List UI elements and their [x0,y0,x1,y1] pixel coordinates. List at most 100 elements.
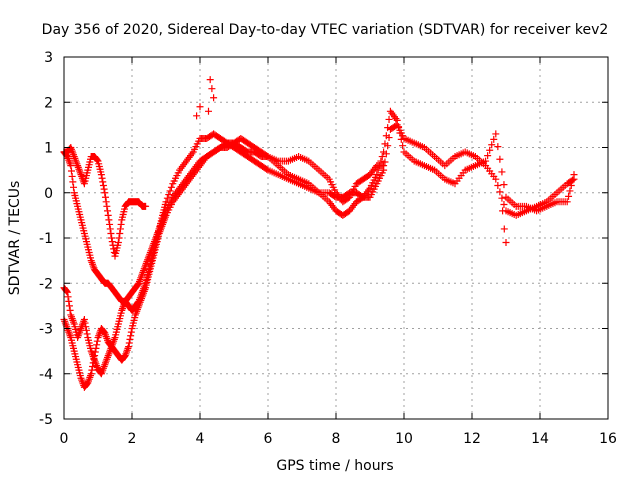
x-tick-label: 12 [463,431,481,447]
data-point [380,166,388,174]
data-point [499,207,507,215]
data-point [63,288,71,296]
data-point [104,211,112,219]
data-point-fill [92,344,100,352]
data-point-fill [93,156,101,164]
data-point-fill [385,115,393,123]
data-point [67,162,75,170]
data-point [373,171,381,179]
data-point-fill [116,229,124,237]
data-point-fill [99,182,107,190]
data-point [80,315,88,323]
data-point-fill [163,194,171,202]
y-axis-title: SDTVAR / TECUs [7,181,23,296]
data-point-fill [498,168,506,176]
data-point-fill [385,134,393,142]
data-point-fill [376,162,384,170]
data-point [492,130,500,138]
data-point [193,112,201,120]
data-point-fill [69,178,77,186]
data-point-fill [98,174,106,182]
data-point [206,76,214,84]
data-point [162,198,170,206]
data-point-fill [399,142,407,150]
series-track-3 [60,121,578,314]
x-tick-label: 6 [264,431,273,447]
data-point [101,189,109,197]
y-tick-label: -4 [39,367,53,383]
data-point-fill [107,229,115,237]
x-tick-label: 10 [395,431,413,447]
data-point-fill [382,150,390,158]
data-point-fill [90,355,98,363]
data-point-fill [68,172,76,180]
data-point-fill [569,176,577,184]
data-point [570,175,578,183]
data-point-fill [500,201,508,209]
data-point-fill [104,207,112,215]
data-point-fill [88,366,96,374]
data-point-fill [115,234,123,242]
y-tick-label: 0 [44,186,53,202]
data-point-fill [381,158,389,166]
data-point-fill [488,141,496,149]
data-point-fill [484,152,492,160]
x-tick-label: 14 [531,431,549,447]
data-point-fill [117,220,125,228]
data-point [91,352,99,360]
chart-title: Day 356 of 2020, Sidereal Day-to-day VTE… [42,22,609,38]
data-point-fill [494,143,502,151]
data-point-fill [377,157,385,165]
series-track-4 [60,144,150,260]
data-point-fill [486,146,494,154]
data-point-fill [101,193,109,201]
data-marks [60,76,578,391]
data-point-fill [108,238,116,246]
data-point-fill [89,359,97,367]
data-point-fill [500,181,508,189]
data-point-fill [498,194,506,202]
data-point-fill [66,306,74,314]
x-axis-title: GPS time / hours [276,458,393,474]
data-point-fill [100,185,108,193]
data-point [492,175,500,183]
data-point-fill [82,323,90,331]
data-point-fill [65,302,73,310]
y-tick-label: 3 [44,50,53,66]
y-tick-label: 2 [44,95,53,111]
data-point-fill [496,188,504,196]
data-point [196,103,204,111]
data-point-fill [127,332,135,340]
data-point [500,225,508,233]
data-point-fill [167,183,175,191]
data-point-fill [126,335,134,343]
data-point-fill [566,187,574,195]
data-point-fill [81,319,89,327]
data-point [208,85,216,93]
data-point-fill [93,341,101,349]
data-point-fill [166,187,174,195]
data-point [502,239,510,247]
data-point-fill [106,220,114,228]
data-point-fill [105,216,113,224]
data-point-fill [91,348,99,356]
data-point [108,234,116,242]
data-point [563,198,571,206]
x-tick-label: 2 [128,431,137,447]
data-point-fill [106,225,114,233]
axis-ticks [63,56,609,420]
data-point-fill [490,135,498,143]
data-point-fill [116,225,124,233]
y-tick-label: -2 [39,276,53,292]
x-tick-labels: 0 2 4 6 8 10 12 14 16 [60,431,617,447]
data-point-fill [494,182,502,190]
y-tick-label: -1 [39,231,53,247]
data-point-fill [378,153,386,161]
data-point-fill [102,198,110,206]
data-point [205,107,212,115]
x-tick-label: 16 [599,431,617,447]
data-point-fill [65,297,73,305]
y-tick-label: -5 [39,412,53,428]
